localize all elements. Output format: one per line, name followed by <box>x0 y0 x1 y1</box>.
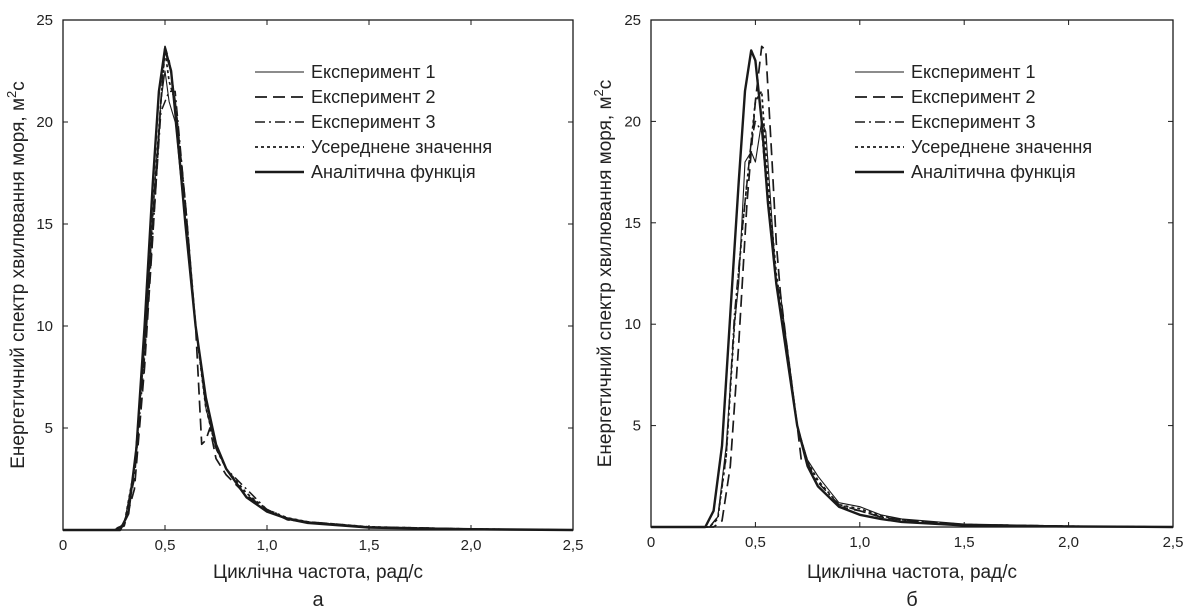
legend: Експеримент 1 Експеримент 2 Експеримент 3 У… <box>855 62 1092 182</box>
y-axis-label-suffix: с <box>595 80 616 90</box>
y-tick-label: 20 <box>36 114 53 131</box>
x-axis-label: Циклічна частота, рад/с <box>807 562 1017 583</box>
x-axis-label: Циклічна частота, рад/с <box>213 562 423 583</box>
y-axis-label: Енергетичний спектр хвилювання моря, м2с <box>4 81 29 469</box>
x-tick-label: 1,0 <box>257 537 278 554</box>
y-axis-label-sup: 2 <box>4 91 19 98</box>
y-tick-label: 25 <box>624 12 641 29</box>
x-tick-label: 0 <box>59 537 67 554</box>
legend-label: Аналітична функція <box>911 162 1076 182</box>
legend-label: Експеримент 2 <box>311 87 436 107</box>
x-tick-label: 0 <box>647 534 655 551</box>
y-tick-label: 10 <box>36 318 53 335</box>
legend-label: Усереднене значення <box>311 137 492 157</box>
legend-label: Експеримент 1 <box>911 62 1036 82</box>
series-line-4 <box>651 90 1174 528</box>
plot-frame <box>62 19 574 531</box>
x-tick-label: 0,5 <box>155 537 176 554</box>
y-tick-label: 25 <box>36 12 53 29</box>
y-axis-label-main: Енергетичний спектр хвилювання моря, м <box>595 96 616 467</box>
y-tick-label: 5 <box>633 418 641 435</box>
series-line-5 <box>63 47 574 532</box>
x-tick-label: 2,0 <box>1058 534 1079 551</box>
legend-label: Усереднене значення <box>911 137 1092 157</box>
legend-label: Експеримент 3 <box>311 112 436 132</box>
legend-label: Експеримент 1 <box>311 62 436 82</box>
y-tick-label: 15 <box>36 216 53 233</box>
legend-label: Аналітична функція <box>311 162 476 182</box>
y-tick-label: 10 <box>624 316 641 333</box>
y-axis-label-main: Енергетичний спектр хвилювання моря, м <box>8 98 29 469</box>
y-axis-label: Енергетичний спектр хвилювання моря, м2с <box>591 80 616 468</box>
x-tick-label: 2,0 <box>461 537 482 554</box>
series-line-2 <box>63 45 574 531</box>
x-tick-label: 1,5 <box>954 534 975 551</box>
x-tick-label: 2,5 <box>1163 534 1184 551</box>
legend-label: Експеримент 2 <box>911 87 1036 107</box>
y-tick-label: 5 <box>45 420 53 437</box>
x-tick-label: 1,0 <box>849 534 870 551</box>
panel-label: б <box>906 589 917 611</box>
plot-frame <box>650 19 1174 528</box>
y-axis-label-suffix: с <box>8 81 29 91</box>
y-tick-label: 20 <box>624 113 641 130</box>
y-tick-label: 15 <box>624 215 641 232</box>
x-tick-label: 2,5 <box>563 537 584 554</box>
panel-label: а <box>312 589 324 611</box>
x-tick-label: 0,5 <box>745 534 766 551</box>
legend-label: Експеримент 3 <box>911 112 1036 132</box>
legend: Експеримент 1 Експеримент 2 Експеримент 3 У… <box>255 62 492 182</box>
series-line-5 <box>651 49 1174 529</box>
series-line-3 <box>63 90 574 531</box>
y-axis-label-sup: 2 <box>591 89 606 96</box>
x-tick-label: 1,5 <box>359 537 380 554</box>
